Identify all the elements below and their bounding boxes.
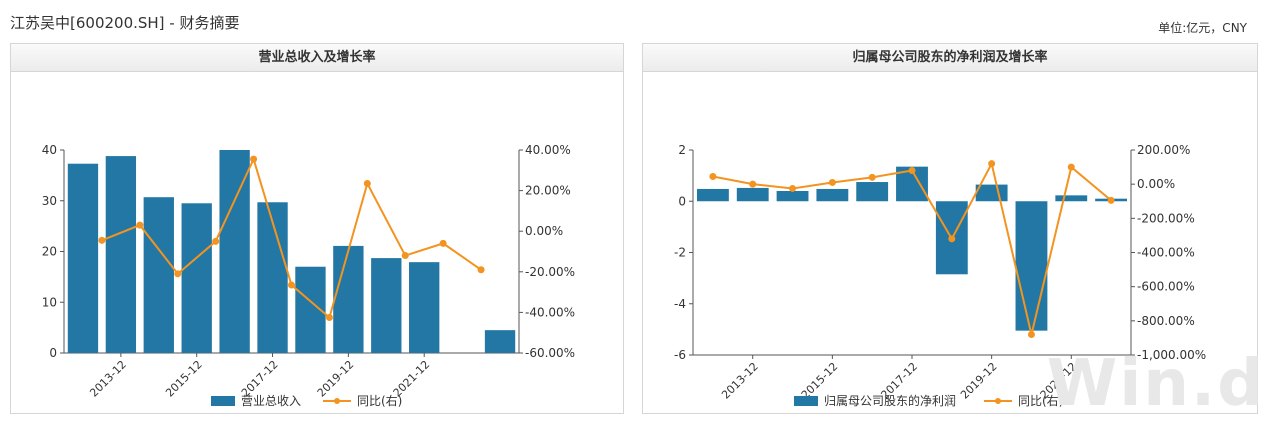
growth-point <box>98 236 106 244</box>
right-axis-tick-label: -40.00% <box>525 305 575 319</box>
left-axis-tick-label: 40 <box>42 143 57 157</box>
right-axis-tick-label: -600.00% <box>1137 280 1195 294</box>
right-axis-tick-label: -60.00% <box>525 346 575 360</box>
unit-label: 单位:亿元，CNY <box>1158 21 1247 35</box>
left-axis-tick-label: 0 <box>49 346 57 360</box>
growth-point <box>439 239 447 247</box>
growth-point <box>363 179 371 187</box>
growth-point <box>212 237 220 245</box>
right-axis-tick-label: -200.00% <box>1137 211 1195 225</box>
bar <box>1055 195 1088 202</box>
growth-point <box>477 266 485 274</box>
bar <box>371 258 402 353</box>
legend-bar-swatch <box>794 396 818 406</box>
legend-bar-label: 营业总收入 <box>241 394 301 408</box>
right-axis-tick-label: 0.00% <box>1137 177 1175 191</box>
x-axis-tick-label: 2013-12 <box>719 360 761 402</box>
revenue-chart-title: 营业总收入及增长率 <box>11 44 623 72</box>
left-axis-tick-label: -2 <box>674 246 686 260</box>
bar <box>696 188 729 202</box>
right-axis-tick-label: -400.00% <box>1137 246 1195 260</box>
legend-line-marker <box>334 398 340 404</box>
growth-point <box>908 167 916 174</box>
left-axis-tick-label: -4 <box>674 297 686 311</box>
left-axis-tick-label: 2 <box>678 143 686 157</box>
right-axis-tick-label: 20.00% <box>525 184 571 198</box>
right-axis-tick-label: -20.00% <box>525 265 575 279</box>
growth-point <box>828 178 836 186</box>
revenue-chart-panel: 营业总收入及增长率 0 10 20 30 40 -60.00% -40.00% -20.00%… <box>10 43 624 414</box>
right-axis-tick-label: 0.00% <box>525 224 563 238</box>
profit-chart-title: 归属母公司股东的净利润及增长率 <box>643 44 1257 72</box>
legend-bar-label: 归属母公司股东的净利润 <box>824 393 956 408</box>
growth-point <box>401 252 409 260</box>
left-axis-tick-label: 0 <box>678 194 686 208</box>
growth-point <box>709 172 717 180</box>
bar <box>856 182 889 202</box>
x-axis-tick-label: 2015-12 <box>163 358 205 400</box>
wind-watermark: Win.d <box>1046 347 1265 421</box>
growth-point <box>325 313 333 321</box>
growth-point <box>749 180 757 188</box>
bar <box>409 262 440 353</box>
bar <box>105 156 137 353</box>
left-axis-tick-label: 20 <box>42 245 57 259</box>
growth-point <box>288 281 295 289</box>
bar <box>181 203 212 353</box>
right-axis-tick-label: 40.00% <box>525 143 571 157</box>
left-axis-tick-label: 10 <box>42 295 57 309</box>
legend-bar-swatch <box>211 396 235 406</box>
right-axis-tick-label: -800.00% <box>1137 314 1195 328</box>
growth-point <box>1107 196 1115 204</box>
x-axis-tick-label: 2013-12 <box>87 358 129 400</box>
growth-point <box>789 184 797 192</box>
legend-line-label: 同比(右) <box>357 393 402 408</box>
legend-line-marker <box>995 398 1001 404</box>
growth-point <box>1067 163 1075 171</box>
bar <box>1015 201 1048 331</box>
bar <box>975 184 1008 202</box>
bar <box>816 188 849 202</box>
legend-line-label: 同比(右) <box>1018 393 1063 408</box>
growth-point <box>868 173 876 181</box>
bar <box>257 202 288 353</box>
right-axis-tick-label: -1,000.00% <box>1137 348 1206 362</box>
bar <box>333 245 364 353</box>
growth-point <box>174 270 182 278</box>
profit-chart-panel: 归属母公司股东的净利润及增长率 -6 -4 -2 0 2 -1,000.00% -800.0… <box>642 43 1258 414</box>
page-title: 江苏吴中[600200.SH] - 财务摘要 <box>10 14 240 32</box>
left-axis-tick-label: 30 <box>42 194 57 208</box>
profit-chart: -6 -4 -2 0 2 -1,000.00% -800.00% -600.00% -400.0… <box>674 143 1206 408</box>
right-axis-tick-label: 200.00% <box>1137 143 1190 157</box>
x-axis-tick-label: 2019-12 <box>958 360 1000 402</box>
growth-point <box>1027 331 1035 338</box>
bar <box>67 163 99 353</box>
bar <box>143 197 174 353</box>
bar <box>736 187 769 202</box>
bar <box>219 150 250 353</box>
growth-point <box>948 235 956 243</box>
revenue-chart-plot: 0 10 20 30 40 -60.00% -40.00% -20.00% 0.00% 20.00… <box>42 143 575 400</box>
bar <box>484 330 516 353</box>
growth-point <box>250 155 258 163</box>
x-axis-tick-label: 2019-12 <box>315 358 357 400</box>
growth-point <box>136 221 144 229</box>
left-axis-tick-label: -6 <box>674 348 686 362</box>
revenue-chart: 0 10 20 30 40 -60.00% -40.00% -20.00% 0.00% 20.00… <box>42 143 575 408</box>
growth-point <box>988 160 996 168</box>
bar <box>776 191 809 202</box>
